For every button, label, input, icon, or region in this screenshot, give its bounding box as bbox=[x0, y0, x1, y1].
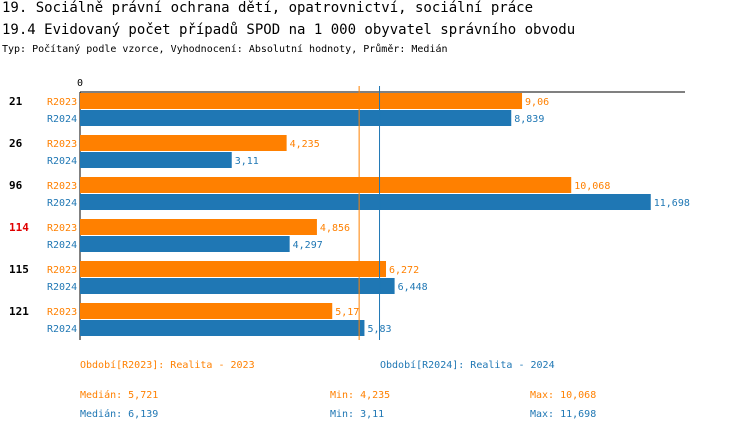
legend-r2023: Období[R2023]: Realita - 2023 bbox=[80, 360, 255, 371]
stat-r2024-max: Max: 11,698 bbox=[530, 409, 597, 420]
category-label-115: 115 bbox=[9, 263, 29, 276]
data-label-121-R2023: 5,17 bbox=[335, 307, 359, 318]
series-label-21-R2023: R2023 bbox=[47, 97, 77, 108]
series-label-121-R2023: R2023 bbox=[47, 307, 77, 318]
stat-r2023-median: Medián: 5,721 bbox=[80, 390, 159, 401]
series-label-26-R2023: R2023 bbox=[47, 139, 77, 150]
series-label-26-R2024: R2024 bbox=[47, 156, 77, 167]
series-label-21-R2024: R2024 bbox=[47, 114, 77, 125]
series-label-96-R2024: R2024 bbox=[47, 198, 77, 209]
series-label-115-R2023: R2023 bbox=[47, 265, 77, 276]
bar-114-R2024 bbox=[80, 236, 290, 252]
bar-21-R2023 bbox=[80, 93, 523, 109]
data-label-21-R2024: 8,839 bbox=[514, 114, 544, 125]
bar-114-R2023 bbox=[80, 219, 317, 235]
data-label-114-R2023: 4,856 bbox=[320, 223, 350, 234]
legend-r2024: Období[R2024]: Realita - 2024 bbox=[380, 360, 555, 371]
data-label-115-R2023: 6,272 bbox=[389, 265, 419, 276]
data-label-115-R2024: 6,448 bbox=[398, 282, 428, 293]
chart-title-line2: 19.4 Evidovaný počet případů SPOD na 1 0… bbox=[2, 22, 576, 38]
category-label-96: 96 bbox=[9, 179, 23, 192]
bar-115-R2024 bbox=[80, 278, 395, 294]
data-label-26-R2023: 4,235 bbox=[290, 139, 320, 150]
data-label-21-R2023: 9,06 bbox=[525, 97, 549, 108]
stat-r2023-max: Max: 10,068 bbox=[530, 390, 597, 401]
bar-26-R2023 bbox=[80, 135, 287, 151]
bar-96-R2023 bbox=[80, 177, 572, 193]
bar-chart: 0 21 R2023 9,06 R2024 8,839 26 R2023 4,235 R2024 3… bbox=[9, 78, 690, 340]
data-label-26-R2024: 3,11 bbox=[235, 156, 259, 167]
category-label-21: 21 bbox=[9, 95, 23, 108]
category-label-26: 26 bbox=[9, 137, 23, 150]
bar-121-R2023 bbox=[80, 303, 333, 319]
bar-26-R2024 bbox=[80, 152, 232, 168]
series-label-96-R2023: R2023 bbox=[47, 181, 77, 192]
chart-title-line1: 19. Sociálně právní ochrana dětí, opatro… bbox=[2, 0, 534, 16]
data-label-96-R2024: 11,698 bbox=[654, 198, 690, 209]
bar-121-R2024 bbox=[80, 320, 365, 336]
chart-subtitle: Typ: Počítaný podle vzorce, Vyhodnocení:… bbox=[2, 44, 448, 55]
stat-r2023-min: Min: 4,235 bbox=[330, 390, 391, 401]
stat-r2024-median: Medián: 6,139 bbox=[80, 409, 159, 420]
axis-zero-label: 0 bbox=[77, 78, 83, 89]
series-label-114-R2023: R2023 bbox=[47, 223, 77, 234]
bar-115-R2023 bbox=[80, 261, 387, 277]
stat-r2024-min: Min: 3,11 bbox=[330, 409, 385, 420]
series-label-121-R2024: R2024 bbox=[47, 324, 77, 335]
series-label-114-R2024: R2024 bbox=[47, 240, 77, 251]
data-label-96-R2023: 10,068 bbox=[574, 181, 610, 192]
bar-96-R2024 bbox=[80, 194, 651, 210]
category-label-121: 121 bbox=[9, 305, 29, 318]
bar-21-R2024 bbox=[80, 110, 512, 126]
data-label-114-R2024: 4,297 bbox=[293, 240, 323, 251]
series-label-115-R2024: R2024 bbox=[47, 282, 77, 293]
category-label-114: 114 bbox=[9, 221, 29, 234]
